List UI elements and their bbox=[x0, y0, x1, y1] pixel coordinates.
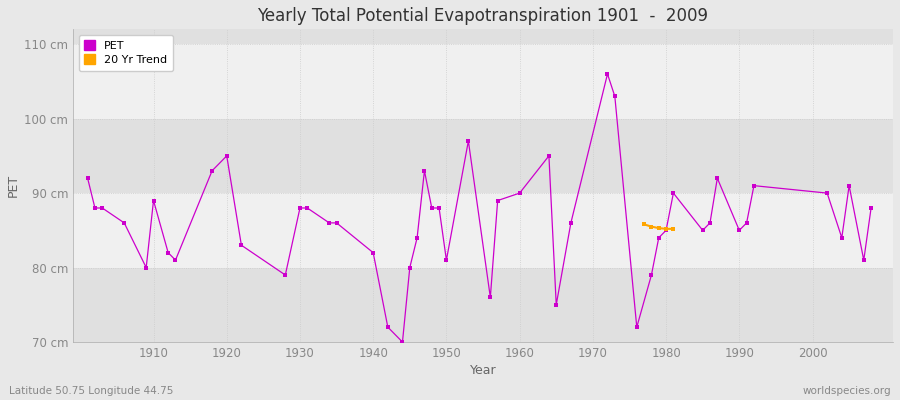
Legend: PET, 20 Yr Trend: PET, 20 Yr Trend bbox=[78, 35, 173, 71]
Text: worldspecies.org: worldspecies.org bbox=[803, 386, 891, 396]
Bar bbox=[73, 44, 893, 119]
Text: Latitude 50.75 Longitude 44.75: Latitude 50.75 Longitude 44.75 bbox=[9, 386, 174, 396]
X-axis label: Year: Year bbox=[470, 364, 496, 377]
Bar bbox=[73, 119, 893, 193]
Bar bbox=[73, 193, 893, 268]
Bar bbox=[73, 29, 893, 44]
Y-axis label: PET: PET bbox=[7, 174, 20, 197]
Title: Yearly Total Potential Evapotranspiration 1901  -  2009: Yearly Total Potential Evapotranspiratio… bbox=[257, 7, 708, 25]
Bar bbox=[73, 268, 893, 342]
